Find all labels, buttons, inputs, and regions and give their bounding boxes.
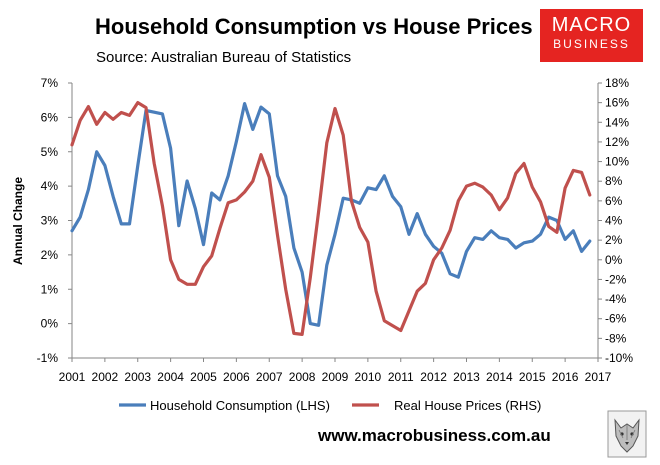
right-tick-label: 0% <box>605 253 623 267</box>
x-tick-label: 2007 <box>256 370 283 384</box>
left-tick-label: 6% <box>41 110 59 124</box>
x-tick-label: 2013 <box>453 370 480 384</box>
left-axis-ticks: -1% 0% 1% 2% 3% 4% 5% 6% 7% <box>37 76 72 365</box>
x-tick-label: 2016 <box>552 370 579 384</box>
wolf-logo-icon <box>607 410 647 458</box>
x-tick-label: 2003 <box>124 370 151 384</box>
legend-label-household-consumption: Household Consumption (LHS) <box>150 398 330 413</box>
logo-line-1: MACRO <box>551 14 632 36</box>
x-tick-label: 2009 <box>322 370 349 384</box>
left-tick-label: 0% <box>41 317 59 331</box>
left-tick-label: 1% <box>41 282 59 296</box>
right-tick-label: 4% <box>605 214 623 228</box>
x-tick-label: 2005 <box>190 370 217 384</box>
right-tick-label: -2% <box>605 272 627 286</box>
left-tick-label: 3% <box>41 214 59 228</box>
right-tick-label: 8% <box>605 174 623 188</box>
right-tick-label: 14% <box>605 115 629 129</box>
website-url: www.macrobusiness.com.au <box>318 426 551 445</box>
x-tick-label: 2017 <box>585 370 612 384</box>
left-tick-label: 4% <box>41 179 59 193</box>
x-tick-label: 2006 <box>223 370 250 384</box>
real-house-prices-line <box>70 100 592 336</box>
logo-line-2: BUSINESS <box>553 37 630 51</box>
chart-series <box>70 100 592 336</box>
right-tick-label: -6% <box>605 312 627 326</box>
x-tick-label: 2014 <box>486 370 513 384</box>
x-tick-label: 2002 <box>92 370 119 384</box>
left-tick-label: -1% <box>37 351 59 365</box>
chart-axes <box>71 83 599 359</box>
household-consumption-line <box>70 101 592 327</box>
chart-legend: Household Consumption (LHS) Real House Pr… <box>119 398 541 413</box>
right-tick-label: 2% <box>605 233 623 247</box>
macrobusiness-logo: MACRO BUSINESS <box>540 9 643 62</box>
chart-title: Household Consumption vs House Prices <box>95 14 533 39</box>
x-tick-label: 2010 <box>355 370 382 384</box>
legend-label-real-house-prices: Real House Prices (RHS) <box>394 398 541 413</box>
x-tick-label: 2001 <box>59 370 86 384</box>
chart-subtitle: Source: Australian Bureau of Statistics <box>96 49 352 66</box>
left-tick-label: 2% <box>41 248 59 262</box>
x-tick-label: 2004 <box>157 370 184 384</box>
x-tick-label: 2008 <box>289 370 316 384</box>
y-axis-title: Annual Change <box>11 177 25 265</box>
left-tick-label: 7% <box>41 76 59 90</box>
x-axis-ticks: 2001 2002 2003 2004 2005 2006 2007 2008 2009 2010… <box>59 358 612 384</box>
right-tick-label: 10% <box>605 155 629 169</box>
right-tick-label: -4% <box>605 292 627 306</box>
right-tick-label: 18% <box>605 76 629 90</box>
left-tick-label: 5% <box>41 145 59 159</box>
right-tick-label: -10% <box>605 351 633 365</box>
x-tick-label: 2015 <box>519 370 546 384</box>
x-tick-label: 2011 <box>388 370 414 384</box>
right-tick-label: 6% <box>605 194 623 208</box>
right-axis-ticks: -10% -8% -6% -4% -2% 0% 2% 4% 6% 8% 10% 12% 14% 16% 18… <box>598 76 633 365</box>
x-tick-label: 2012 <box>420 370 447 384</box>
right-tick-label: -8% <box>605 331 627 345</box>
right-tick-label: 16% <box>605 96 629 110</box>
right-tick-label: 12% <box>605 135 629 149</box>
